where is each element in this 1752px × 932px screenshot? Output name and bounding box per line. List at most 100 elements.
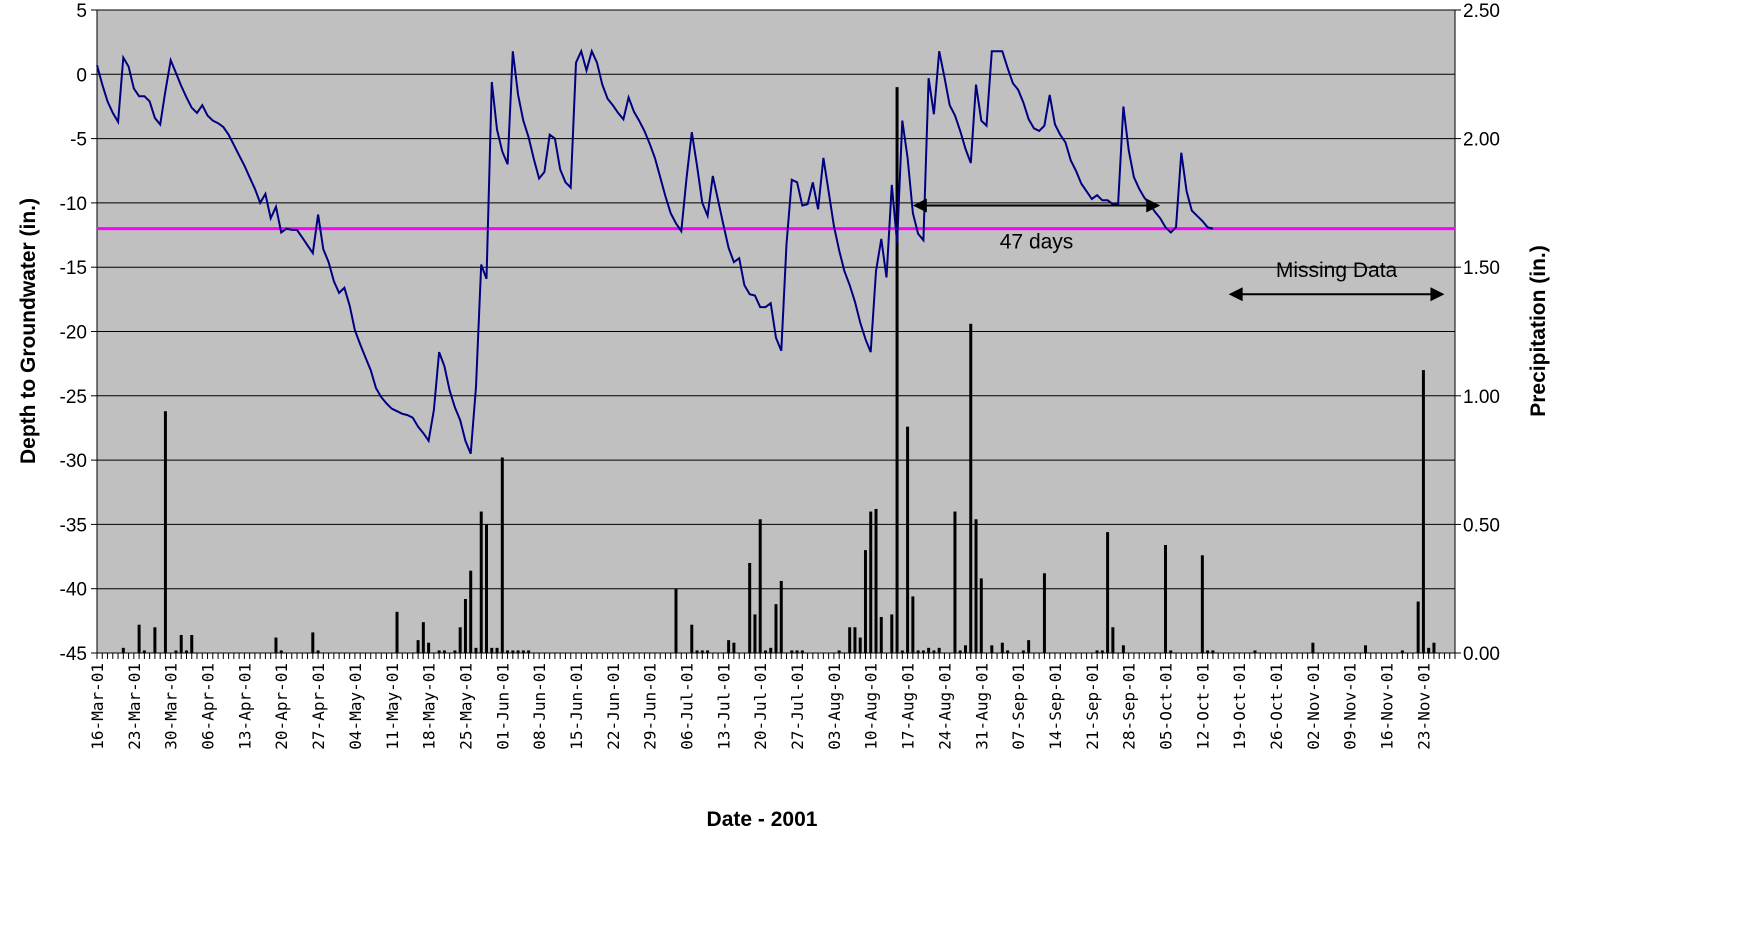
precip-bar [1421, 370, 1425, 653]
precip-bar [753, 614, 757, 653]
precip-bar [516, 650, 520, 653]
right-y-axis: 2.50 2.00 1.50 1.00 0.50 0.00 [1455, 1, 1500, 665]
precip-bar [500, 457, 504, 653]
precip-bar [1169, 650, 1173, 653]
precip-bar [179, 634, 183, 653]
x-tick-label: 19-Oct-01 [1230, 663, 1249, 750]
precip-bar [442, 650, 446, 653]
precip-bar [727, 640, 731, 653]
precip-bar [1206, 650, 1210, 653]
left-y-tick-label: -45 [60, 644, 87, 665]
precip-bar [879, 616, 883, 653]
left-y-axis: 5 0 -5 -10 -15 -20 -25 -30 -35 -40 -45 [60, 1, 97, 665]
precip-bar [895, 87, 899, 653]
right-y-axis-title: Precipitation (in.) [1527, 245, 1550, 417]
x-tick-label: 26-Oct-01 [1267, 663, 1286, 750]
x-tick-label: 10-Aug-01 [862, 663, 881, 750]
groundwater-line [96, 48, 1214, 455]
precip-bar [1311, 642, 1315, 653]
right-y-tick-label: 0.00 [1463, 644, 1500, 665]
precip-bar [1027, 640, 1031, 653]
left-y-tick-label: -40 [60, 580, 87, 601]
x-tick-label: 18-May-01 [420, 663, 439, 750]
right-y-tick-label: 1.50 [1463, 258, 1500, 279]
x-tick-label: 27-Jul-01 [788, 663, 807, 750]
arrowhead-left [912, 198, 927, 213]
precip-bar [863, 550, 867, 653]
precip-bar [274, 637, 278, 653]
x-tick-label: 31-Aug-01 [972, 663, 991, 750]
x-tick-label: 08-Jun-01 [530, 663, 549, 750]
precip-bar [511, 650, 515, 653]
precip-bar [1432, 642, 1436, 653]
precip-bar [1100, 650, 1104, 653]
precip-bar [485, 524, 489, 653]
precip-bar [800, 650, 804, 653]
x-axis: 16-Mar-01 23-Mar-01 30-Mar-01 06-Apr-01 13-A… [88, 653, 1456, 750]
left-y-tick-label: -20 [60, 323, 87, 344]
precip-bar [706, 650, 710, 653]
precip-bar [758, 519, 762, 653]
precip-bar [153, 627, 157, 653]
precip-bar [769, 647, 773, 653]
precip-bar [1095, 650, 1099, 653]
precip-bar [1211, 650, 1215, 653]
precip-bar [142, 650, 146, 653]
precip-bar [748, 562, 752, 653]
x-tick-label: 27-Apr-01 [309, 663, 328, 750]
x-tick-label: 13-Jul-01 [714, 663, 733, 750]
precip-bar [1164, 544, 1168, 653]
precip-bar [1200, 555, 1204, 653]
precip-bar [979, 578, 983, 653]
left-y-tick-label: -35 [60, 515, 87, 536]
left-y-tick-label: 0 [76, 65, 87, 86]
precip-bar [1042, 573, 1046, 653]
annotation-label: Missing Data [1276, 259, 1398, 282]
precip-bar [463, 598, 467, 653]
precip-bar [911, 596, 915, 653]
right-y-tick-label: 1.00 [1463, 387, 1500, 408]
left-y-tick-label: -25 [60, 387, 87, 408]
x-tick-label: 02-Nov-01 [1304, 663, 1323, 750]
x-tick-label: 03-Aug-01 [825, 663, 844, 750]
x-tick-label: 06-Apr-01 [199, 663, 218, 750]
x-tick-label: 16-Mar-01 [88, 663, 107, 750]
precip-bar [937, 647, 941, 653]
precipitation-bars [121, 87, 1436, 653]
precip-bar [921, 650, 925, 653]
precip-bar [690, 624, 694, 653]
precip-bar [490, 647, 494, 653]
x-tick-label: 05-Oct-01 [1157, 663, 1176, 750]
precip-bar [527, 650, 531, 653]
x-tick-label: 15-Jun-01 [567, 663, 586, 750]
precip-bar [874, 508, 878, 653]
precip-bar [469, 570, 473, 653]
precip-bar [495, 647, 499, 653]
x-tick-label: 30-Mar-01 [162, 663, 181, 750]
precip-bar [869, 511, 873, 653]
precip-bar [184, 650, 188, 653]
precip-bar [795, 650, 799, 653]
precip-bar [163, 411, 167, 653]
x-tick-label: 06-Jul-01 [678, 663, 697, 750]
x-tick-label: 20-Apr-01 [272, 663, 291, 750]
precip-bar [1111, 627, 1115, 653]
precip-bar [421, 622, 425, 653]
precip-bar [890, 614, 894, 653]
x-tick-label: 11-May-01 [383, 663, 402, 750]
x-tick-label: 04-May-01 [346, 663, 365, 750]
precip-bar [990, 645, 994, 653]
precip-bar [732, 642, 736, 653]
precip-bar [1121, 645, 1125, 653]
precip-bar [279, 650, 283, 653]
left-y-tick-label: -10 [60, 194, 87, 215]
annotations: 47 days Missing Data [912, 198, 1445, 302]
precip-bar [1106, 532, 1110, 653]
x-axis-title: Date - 2001 [707, 808, 818, 831]
precip-bar [900, 650, 904, 653]
x-tick-label: 22-Jun-01 [604, 663, 623, 750]
annotation-label: 47 days [1000, 230, 1074, 253]
left-y-tick-label: -5 [70, 130, 87, 151]
precip-bar [853, 627, 857, 653]
precip-bar [1364, 645, 1368, 653]
